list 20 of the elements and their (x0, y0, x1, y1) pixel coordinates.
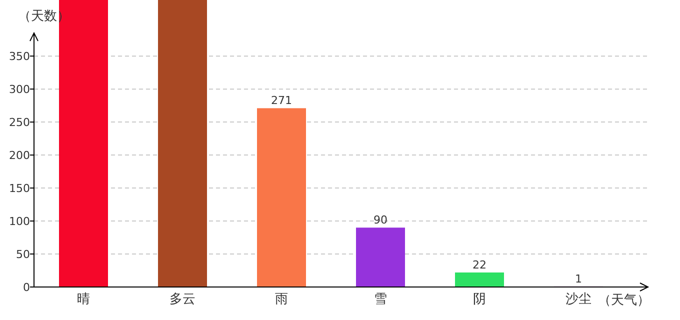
y-tick-label: 150 (9, 182, 30, 196)
data-label: 90 (374, 214, 388, 227)
data-label: 1 (575, 272, 582, 286)
y-tick-label: 200 (9, 149, 30, 162)
x-tick-label: 多云 (170, 292, 196, 307)
x-tick-label: 雨 (275, 292, 288, 307)
x-tick-label: 雪 (374, 292, 387, 307)
x-tick-label: 沙尘 (566, 292, 592, 307)
y-axis-title: （天数） (18, 9, 70, 24)
y-tick-label: 300 (9, 83, 30, 96)
x-axis-title: （天气） (598, 293, 650, 308)
y-tick-label: 350 (9, 50, 30, 64)
x-tick-label: 晴 (77, 292, 90, 307)
y-tick-label: 50 (16, 248, 30, 262)
y-tick-label: 0 (23, 281, 30, 294)
data-label: 271 (271, 94, 292, 108)
y-tick-label: 100 (9, 215, 30, 228)
y-tick-label: 250 (9, 116, 30, 130)
x-tick-label: 阴 (473, 292, 486, 307)
data-label: 22 (472, 258, 486, 272)
